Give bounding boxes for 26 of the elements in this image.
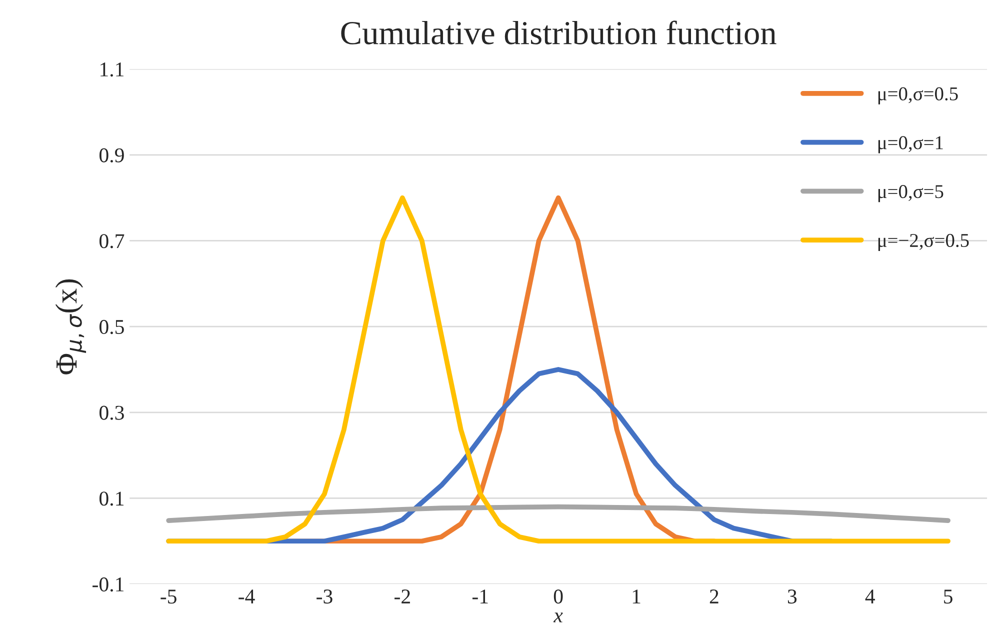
y-tick-label: 0.5 xyxy=(100,320,124,334)
x-tick-label: -1 xyxy=(472,590,488,604)
x-tick-label: 4 xyxy=(865,590,875,604)
y-tick-label: 1.1 xyxy=(100,62,124,77)
x-tick-label: 3 xyxy=(788,590,797,604)
y-tick-label: 0.3 xyxy=(100,406,124,420)
y-tick-label: 0.9 xyxy=(100,148,124,162)
x-tick-label: -3 xyxy=(316,590,332,604)
line-series xyxy=(166,504,950,523)
x-tick-label: -5 xyxy=(160,590,176,604)
x-tick-label: 5 xyxy=(944,590,952,604)
x-tick-label: -2 xyxy=(394,590,410,604)
chart-title: Cumulative distribution function xyxy=(341,20,776,44)
legend-label: μ=0,σ=5 xyxy=(878,185,944,202)
x-tick-label: 1 xyxy=(632,590,640,604)
y-tick-label: 0.1 xyxy=(100,492,124,506)
x-tick-label: -4 xyxy=(238,590,255,604)
legend-label: μ=0,σ=1 xyxy=(878,136,943,154)
x-axis-title: x xyxy=(553,612,563,622)
x-tick-label: 0 xyxy=(554,590,563,604)
x-tick-label: 2 xyxy=(710,590,718,604)
legend-label: μ=−2,σ=0.5 xyxy=(878,234,969,251)
y-tick-label: 0.7 xyxy=(100,234,124,248)
legend-label: μ=0,σ=0.5 xyxy=(878,87,958,104)
y-tick-label: -0.1 xyxy=(92,577,124,592)
y-axis-title: Φ$_{μ,σ}$(x) xyxy=(55,279,86,374)
